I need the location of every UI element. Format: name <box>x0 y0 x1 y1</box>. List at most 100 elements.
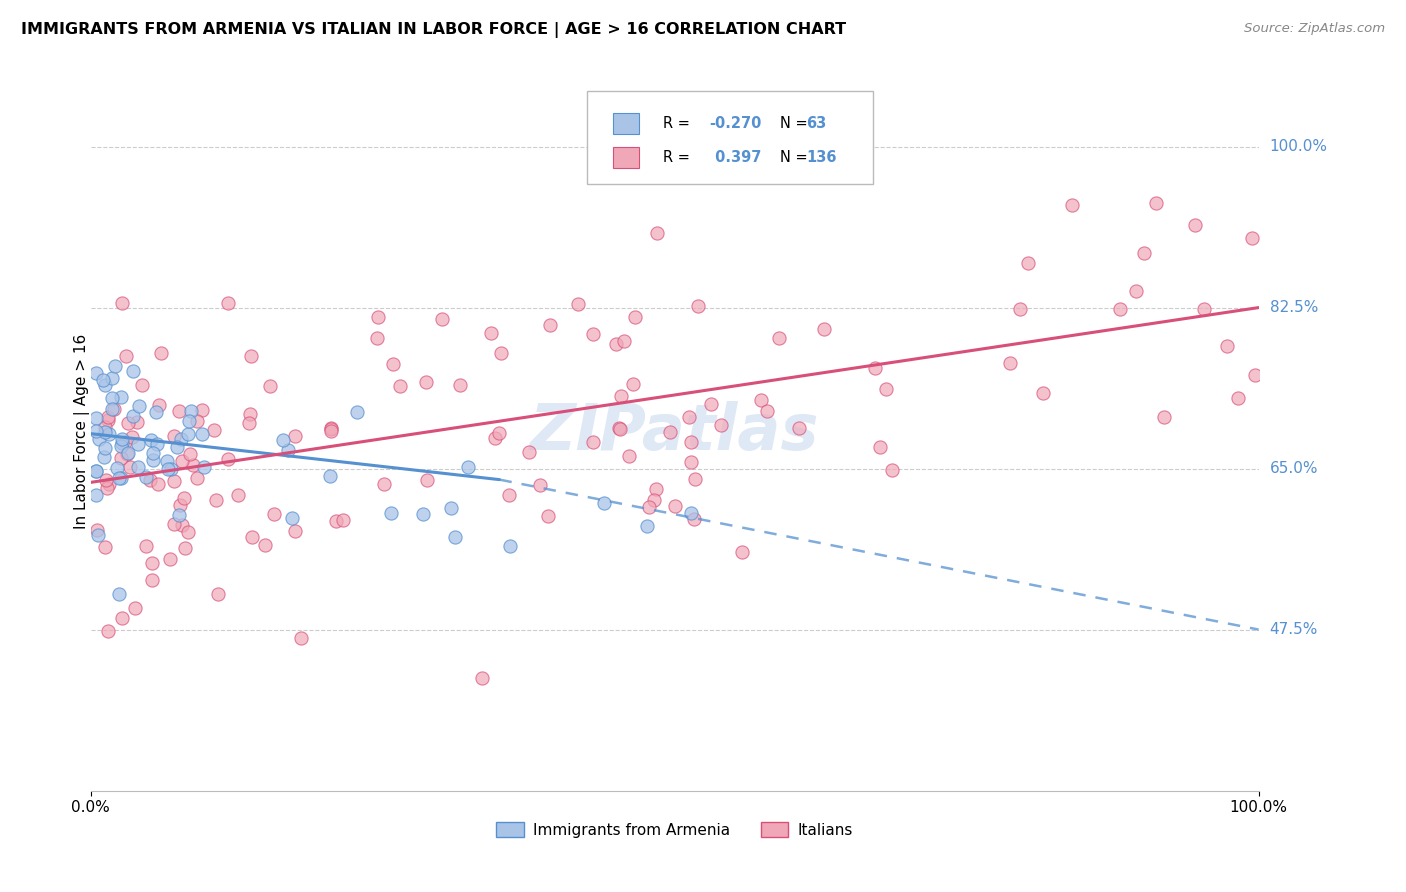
Point <box>131 378 153 392</box>
Point <box>488 426 510 441</box>
Point <box>94 378 117 392</box>
Point <box>110 436 132 450</box>
Point <box>259 379 281 393</box>
Text: 63: 63 <box>807 116 827 131</box>
Point <box>319 424 342 438</box>
Point <box>636 518 658 533</box>
Point <box>110 611 132 625</box>
Point <box>110 471 132 485</box>
Point <box>157 462 180 476</box>
Point <box>135 539 157 553</box>
Point <box>86 488 108 502</box>
Point <box>1032 385 1054 400</box>
Point <box>1241 231 1264 245</box>
Point <box>139 433 162 447</box>
Point <box>87 432 110 446</box>
Point <box>193 460 215 475</box>
Point <box>367 310 389 324</box>
Point <box>284 524 307 539</box>
Point <box>173 491 195 505</box>
Point <box>169 498 191 512</box>
Point <box>373 477 395 491</box>
Point <box>749 392 772 407</box>
Point <box>97 624 120 638</box>
Point <box>207 587 229 601</box>
Point <box>240 530 263 544</box>
Text: 100.0%: 100.0% <box>1270 139 1327 154</box>
Point <box>1017 255 1039 269</box>
Point <box>177 427 200 442</box>
Point <box>94 441 117 455</box>
Point <box>121 364 143 378</box>
Point <box>277 442 299 457</box>
Point <box>415 473 437 487</box>
Point <box>186 470 208 484</box>
Point <box>609 422 631 436</box>
Point <box>156 454 179 468</box>
Point <box>186 414 208 428</box>
Point <box>101 392 124 406</box>
Point <box>170 517 193 532</box>
Point <box>443 530 465 544</box>
Text: R =: R = <box>664 116 695 131</box>
Point <box>86 523 108 537</box>
Point <box>605 337 627 351</box>
Point <box>647 226 669 240</box>
Point <box>415 375 437 389</box>
Point <box>1109 302 1132 317</box>
Point <box>1184 218 1206 232</box>
Point <box>97 477 120 491</box>
Point <box>536 508 558 523</box>
Point <box>998 356 1021 370</box>
Point <box>148 477 170 491</box>
Point <box>538 318 561 332</box>
Point <box>582 326 605 341</box>
Point <box>135 470 157 484</box>
Point <box>271 433 294 447</box>
Point <box>217 452 239 467</box>
Point <box>813 322 835 336</box>
FancyBboxPatch shape <box>613 146 638 168</box>
Point <box>263 507 285 521</box>
Point <box>111 433 134 447</box>
Point <box>621 376 644 391</box>
Point <box>101 371 124 385</box>
Point <box>94 425 117 439</box>
Point <box>254 538 277 552</box>
Point <box>205 493 228 508</box>
Point <box>388 379 411 393</box>
Point <box>319 469 342 483</box>
Point <box>869 440 891 454</box>
Point <box>658 425 681 440</box>
Point <box>167 508 190 522</box>
Point <box>107 471 129 485</box>
Point <box>1144 196 1167 211</box>
Point <box>529 478 551 492</box>
Point <box>101 401 124 416</box>
Point <box>346 405 368 419</box>
Point <box>170 432 193 446</box>
Point <box>118 459 141 474</box>
Point <box>319 421 342 435</box>
Text: N =: N = <box>780 150 813 165</box>
Point <box>449 378 471 392</box>
Point <box>177 525 200 540</box>
Point <box>1062 198 1084 212</box>
Point <box>683 472 706 486</box>
Point <box>1192 301 1215 316</box>
Point <box>86 410 108 425</box>
Point <box>498 539 520 553</box>
Point <box>440 501 463 516</box>
Point <box>114 435 136 450</box>
Point <box>179 414 201 428</box>
Point <box>163 429 186 443</box>
Point <box>607 421 630 435</box>
Point <box>489 346 512 360</box>
Point <box>121 409 143 423</box>
Point <box>644 482 666 496</box>
Point <box>517 444 540 458</box>
Text: IMMIGRANTS FROM ARMENIA VS ITALIAN IN LABOR FORCE | AGE > 16 CORRELATION CHART: IMMIGRANTS FROM ARMENIA VS ITALIAN IN LA… <box>21 22 846 38</box>
Point <box>141 556 163 570</box>
Point <box>125 415 148 429</box>
Point <box>117 446 139 460</box>
